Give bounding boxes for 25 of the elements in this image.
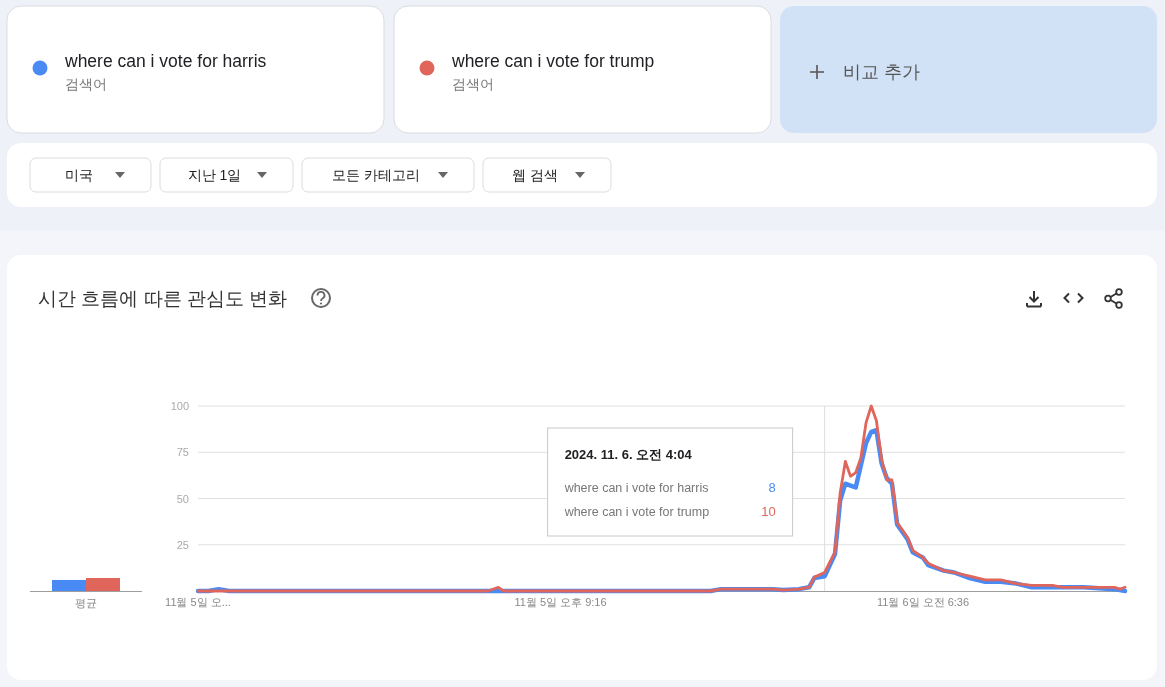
text: 웹 검색 [512,167,558,183]
x-tick-label: 11월 6일 오전 6:36 [876,596,970,608]
x-tick-label: 평균 [75,597,97,609]
text: 모든 카테고리 [332,167,420,183]
x-tick-label: 11월 5일 오... [165,596,231,608]
y-tick-label: 75 [176,446,189,459]
annotation: 2024. 11. 6. 오전 4:04 [564,447,693,462]
text: 비교 추가 [843,62,921,82]
annotation: where can i vote for harris [563,481,709,495]
annotation: 8 [768,480,776,495]
chart-title: 시간 흐름에 따른 관심도 변화 [38,288,288,309]
annotation: where can i vote for trump [563,505,710,519]
text: 지난 1일 [187,167,242,183]
annotation: 10 [761,504,776,519]
y-tick-label: 50 [176,492,189,505]
text: 검색어 [452,76,494,92]
legend-label: where can i vote for trump [451,51,655,71]
y-tick-label: 100 [170,400,189,412]
x-tick-label: 11월 5일 오후 9:16 [514,596,607,608]
text: 검색어 [65,76,107,92]
y-tick-label: 25 [176,538,189,551]
text: 미국 [64,167,93,183]
legend: where can i vote for trump [419,51,655,76]
legend-label: where can i vote for harris [64,51,267,71]
legend: where can i vote for harris [32,51,267,76]
